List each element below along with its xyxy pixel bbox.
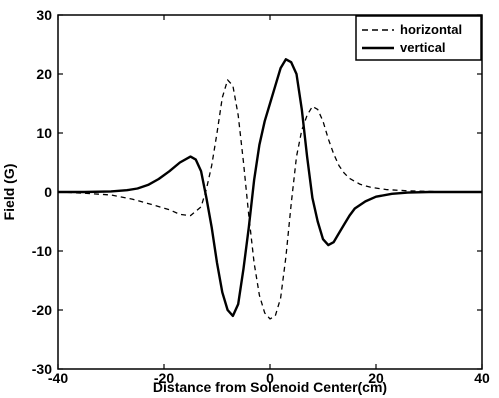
x-axis-label: Distance from Solenoid Center(cm) — [153, 379, 387, 395]
legend-box — [355, 15, 482, 61]
y-tick-label: -20 — [32, 302, 52, 318]
y-tick-label: -10 — [32, 243, 52, 259]
legend-label-vertical: vertical — [400, 40, 446, 55]
y-tick-label: 0 — [44, 184, 52, 200]
series-line-vertical — [58, 58, 482, 318]
series-line-horizontal — [57, 79, 482, 320]
y-tick-label: 20 — [36, 66, 52, 82]
x-tick-label: 20 — [368, 370, 384, 386]
x-tick-label: -40 — [48, 370, 68, 386]
legend-label-horizontal: horizontal — [400, 22, 462, 37]
y-axis-label: Field (G) — [1, 164, 17, 221]
y-tick-label: -30 — [32, 361, 52, 377]
x-tick-label: -20 — [154, 370, 174, 386]
x-tick-label: 0 — [266, 370, 274, 386]
x-tick-label: 40 — [474, 370, 490, 386]
y-tick-label: 30 — [36, 7, 52, 23]
axis-tick-labels: -40 -20 0 20 40 -30 -20 -10 0 10 20 30 — [32, 7, 490, 386]
y-tick-label: 10 — [36, 125, 52, 141]
legend: horizontal vertical — [355, 15, 482, 61]
series-layer — [57, 58, 482, 320]
